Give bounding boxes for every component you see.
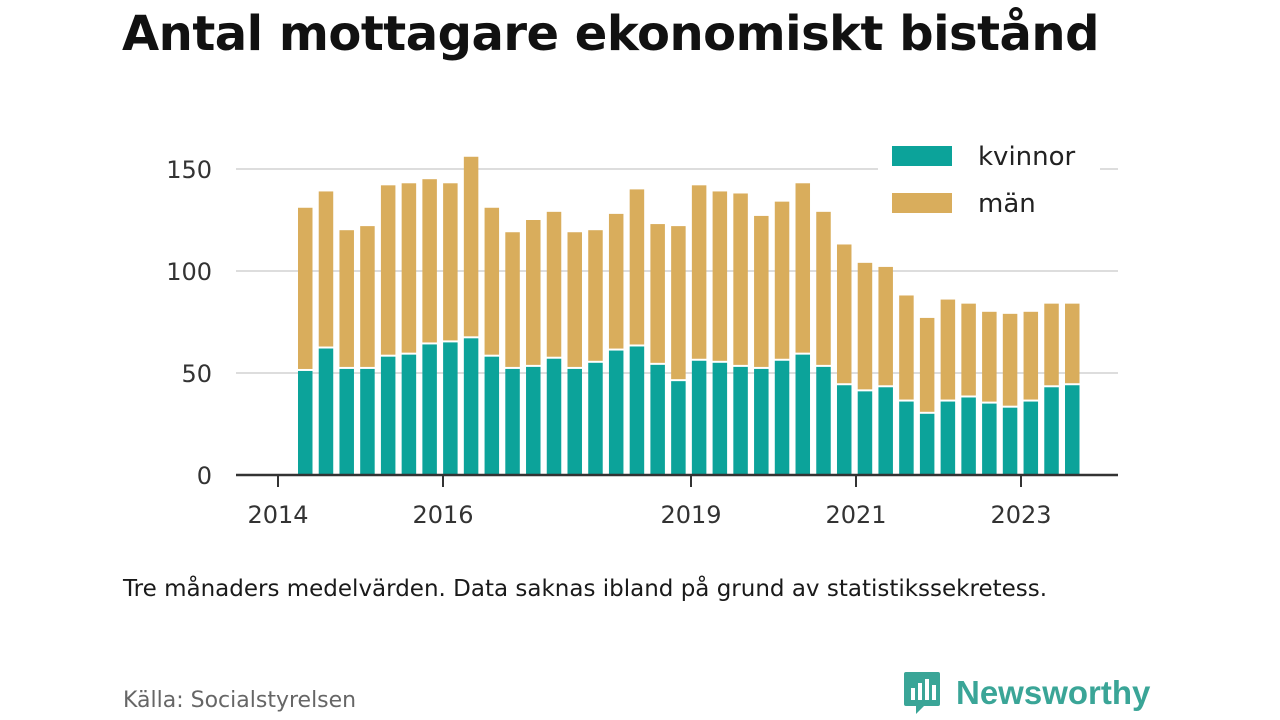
bar-kvinnor [339,368,354,475]
bar-kvinnor [629,346,645,475]
x-tick-label: 2021 [825,501,886,529]
bar-man [1065,303,1080,384]
bar-man [608,213,624,349]
bar-kvinnor [1044,387,1059,475]
newsworthy-logo-icon [904,672,940,714]
bar-kvinnor [608,350,624,475]
legend: kvinnor män [878,134,1100,234]
bar-kvinnor [484,356,500,475]
bar-man [836,244,852,384]
bar-man [878,266,893,386]
bar-kvinnor [1065,385,1080,475]
brand-name: Newsworthy [956,674,1151,711]
bar-kvinnor [961,397,976,475]
bar-man [816,211,831,365]
bar-man [443,183,458,341]
bar-man [422,179,437,343]
bar-kvinnor [567,368,582,475]
y-tick-label: 50 [181,360,212,388]
bar-man [318,191,334,347]
bar-kvinnor [878,387,893,475]
legend-swatch [892,146,952,166]
bar-kvinnor [899,401,914,475]
bar-kvinnor [1002,407,1018,475]
bar-man [567,232,582,367]
bar-kvinnor [733,366,748,475]
bar-kvinnor [774,360,790,475]
bar-kvinnor [505,368,520,475]
bar-kvinnor [816,366,831,475]
bar-kvinnor [671,381,686,475]
bar-man [588,230,603,361]
bar-man [795,183,811,353]
bar-man [982,311,997,402]
bar-man [463,156,479,337]
bar-man [546,211,562,357]
y-tick-label: 100 [166,258,212,286]
bar-man [671,226,686,380]
x-tick-label: 2014 [247,501,308,529]
y-tick-label: 0 [197,462,212,490]
bar-kvinnor [443,342,458,475]
bar-kvinnor [588,362,603,475]
bar-kvinnor [940,401,956,475]
bar-kvinnor [650,364,665,475]
bar-man [961,303,976,396]
bar-kvinnor [318,348,334,475]
legend-label: kvinnor [978,142,1076,172]
bar-man [857,262,873,390]
bar-man [526,220,541,365]
bar-man [650,224,665,363]
bar-man [401,183,417,353]
bar-kvinnor [795,354,811,475]
bar-man [505,232,520,367]
bar-kvinnor [982,403,997,475]
source-label: Källa: Socialstyrelsen [123,688,357,713]
x-tick-label: 2016 [412,501,473,529]
bar-man [339,230,354,367]
bars [298,156,1080,475]
bar-man [1044,303,1059,386]
bar-kvinnor [422,344,437,475]
bar-man [298,207,313,369]
brand-logo: Newsworthy [902,670,1150,716]
bar-kvinnor [546,358,562,475]
bar-man [1002,313,1018,406]
bar-kvinnor [712,362,728,475]
bar-man [774,201,790,359]
bar-kvinnor [463,338,479,475]
bar-kvinnor [380,356,396,475]
bar-kvinnor [526,366,541,475]
bar-man [1023,311,1039,400]
bar-kvinnor [691,360,707,475]
bar-kvinnor [919,413,935,475]
bar-kvinnor [401,354,417,475]
legend-swatch [892,193,952,213]
bar-kvinnor [857,391,873,475]
bar-man [754,215,769,367]
bar-man [940,299,956,400]
x-tick-label: 2019 [660,501,721,529]
bar-kvinnor [754,368,769,475]
bar-man [360,226,375,367]
bar-kvinnor [298,370,313,475]
bar-man [484,207,500,355]
chart-title: Antal mottagare ekonomiskt bistånd [122,6,1099,62]
x-tick-label: 2023 [990,501,1051,529]
bar-kvinnor [360,368,375,475]
bar-man [380,185,396,355]
bar-man [733,193,748,365]
bar-man [899,295,914,400]
bar-kvinnor [836,385,852,475]
footnote: Tre månaders medelvärden. Data saknas ib… [123,576,1048,602]
bar-man [691,185,707,359]
bar-man [712,191,728,361]
y-tick-label: 150 [166,156,212,184]
legend-label: män [978,189,1036,219]
axes: 0 50 100 150 2014 2016 2019 2021 2023 [166,156,1118,529]
bar-man [629,189,645,345]
bar-man [919,317,935,412]
bar-kvinnor [1023,401,1039,475]
